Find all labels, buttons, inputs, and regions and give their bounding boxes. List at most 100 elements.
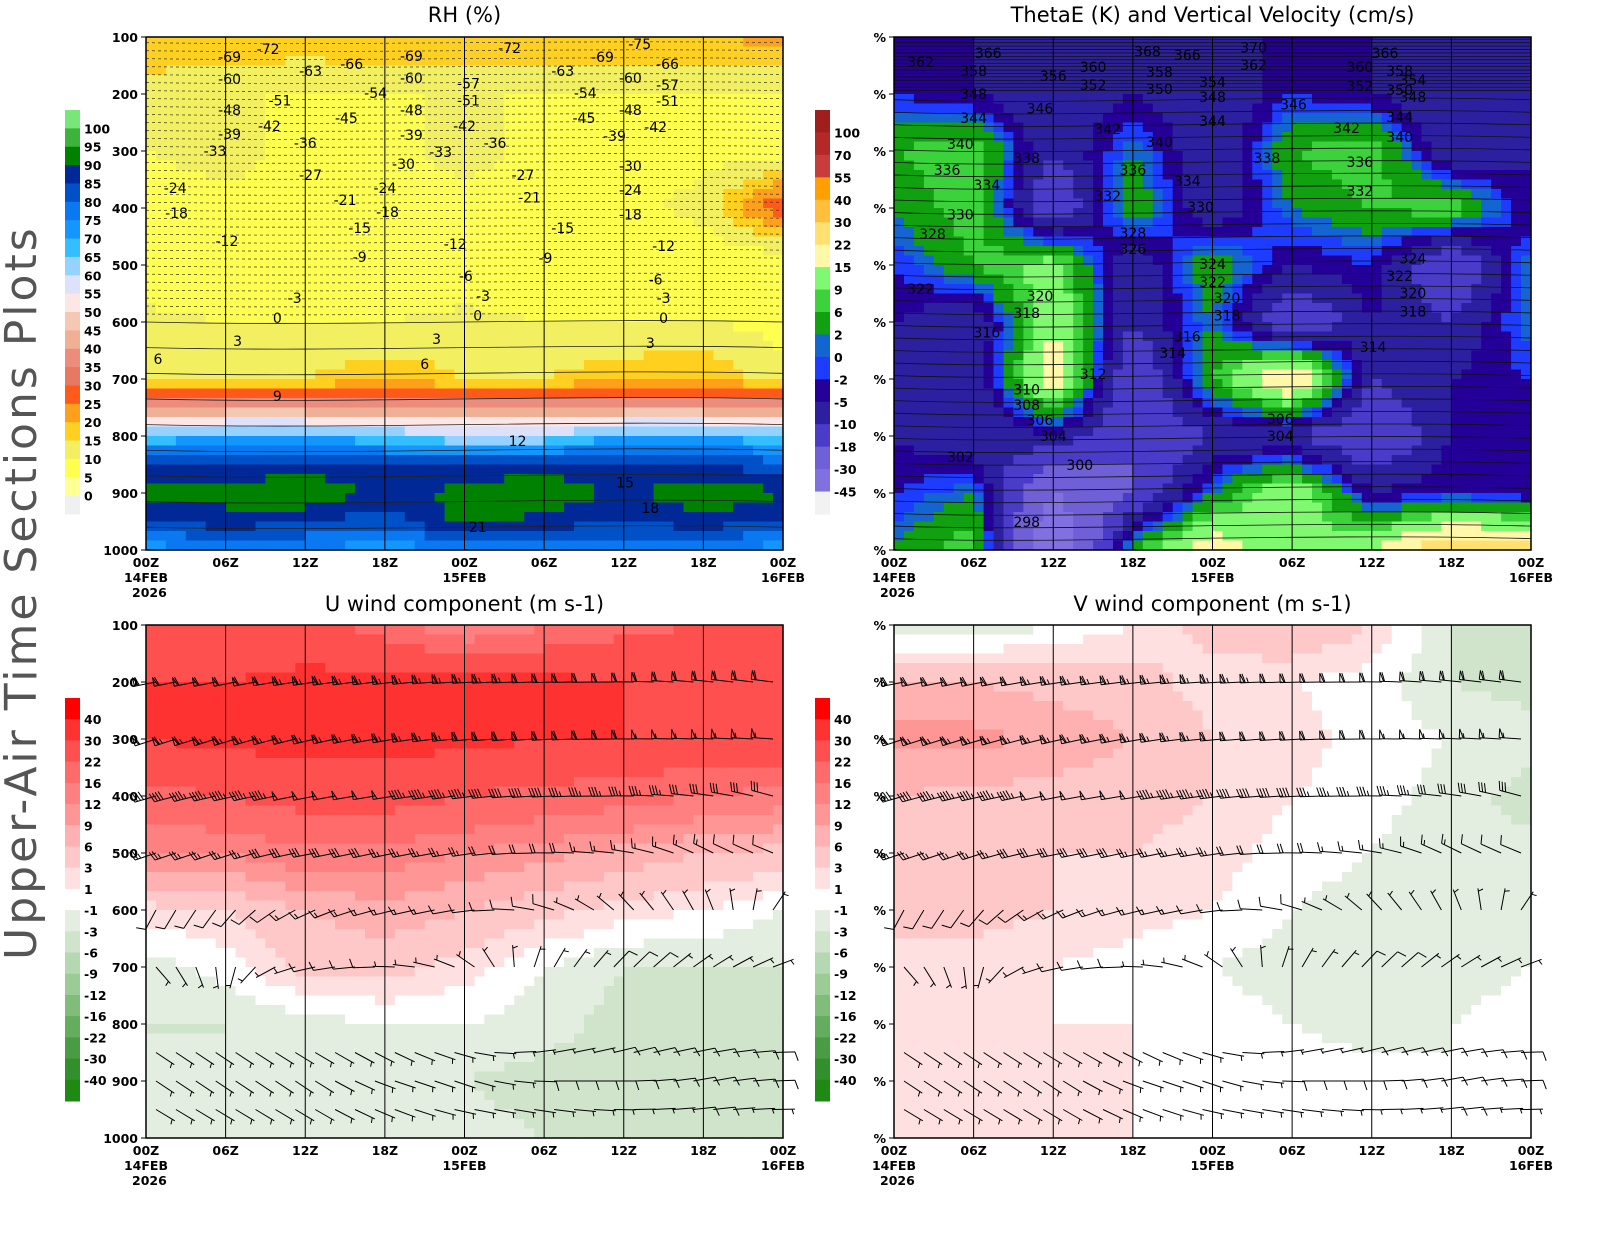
field-cell — [186, 465, 197, 475]
field-cell — [914, 199, 925, 209]
contour-label: -39 — [603, 129, 626, 145]
field-cell — [733, 151, 744, 161]
field-cell — [644, 322, 655, 332]
field-cell — [703, 56, 714, 66]
field-cell — [415, 436, 426, 446]
field-cell — [564, 170, 575, 180]
field-cell — [644, 531, 655, 541]
field-cell — [375, 37, 386, 47]
field-cell — [674, 389, 685, 399]
field-cell — [1053, 85, 1064, 95]
field-cell — [534, 512, 545, 522]
field-cell — [385, 275, 396, 285]
field-cell — [355, 332, 366, 342]
field-cell — [375, 503, 386, 513]
field-cell — [634, 322, 645, 332]
field-cell — [534, 455, 545, 465]
field-cell — [703, 351, 714, 361]
field-cell — [554, 398, 565, 408]
field-cell — [604, 417, 615, 427]
field-cell — [345, 389, 356, 399]
field-cell — [604, 446, 615, 456]
field-cell — [1063, 37, 1074, 47]
field-cell — [1063, 161, 1074, 171]
field-cell — [584, 379, 595, 389]
field-cell — [305, 85, 316, 95]
field-cell — [246, 237, 257, 247]
field-cell — [713, 474, 724, 484]
field-cell — [524, 132, 535, 142]
field-cell — [743, 123, 754, 133]
field-cell — [196, 332, 207, 342]
field-cell — [455, 379, 466, 389]
field-cell — [1342, 104, 1353, 114]
field-cell — [206, 436, 217, 446]
field-cell — [256, 237, 267, 247]
field-cell — [385, 332, 396, 342]
field-cell — [1422, 180, 1433, 190]
field-cell — [484, 360, 495, 370]
field-cell — [664, 379, 675, 389]
field-cell — [1491, 180, 1502, 190]
field-cell — [1033, 208, 1044, 218]
field-cell — [1013, 94, 1024, 104]
contour-label: -12 — [444, 237, 467, 253]
field-cell — [494, 180, 505, 190]
field-cell — [1163, 227, 1174, 237]
field-cell — [435, 484, 446, 494]
field-cell — [684, 493, 695, 503]
field-cell — [226, 408, 237, 418]
field-cell — [1312, 161, 1323, 171]
field-cell — [395, 227, 406, 237]
field-cell — [226, 474, 237, 484]
field-cell — [325, 132, 336, 142]
field-cell — [604, 512, 615, 522]
field-cell — [763, 455, 774, 465]
field-cell — [146, 275, 157, 285]
field-cell — [564, 493, 575, 503]
field-cell — [1412, 123, 1423, 133]
field-cell — [654, 417, 665, 427]
field-cell — [554, 436, 565, 446]
field-cell — [1471, 199, 1482, 209]
field-cell — [325, 446, 336, 456]
field-cell — [1053, 142, 1064, 152]
field-cell — [365, 351, 376, 361]
field-cell — [684, 522, 695, 532]
field-cell — [206, 303, 217, 313]
field-cell — [335, 446, 346, 456]
field-cell — [1432, 104, 1443, 114]
field-cell — [1252, 199, 1263, 209]
field-cell — [1232, 208, 1243, 218]
field-cell — [1332, 208, 1343, 218]
field-cell — [494, 256, 505, 266]
field-cell — [1422, 113, 1433, 123]
field-cell — [1223, 56, 1234, 66]
field-cell — [1153, 104, 1164, 114]
field-cell — [1013, 104, 1024, 114]
field-cell — [614, 417, 625, 427]
field-cell — [206, 531, 217, 541]
field-cell — [1093, 151, 1104, 161]
field-cell — [924, 113, 935, 123]
field-cell — [1073, 208, 1084, 218]
field-cell — [753, 351, 764, 361]
field-cell — [226, 398, 237, 408]
field-cell — [1123, 132, 1134, 142]
field-cell — [1004, 56, 1015, 66]
field-cell — [146, 256, 157, 266]
field-cell — [644, 436, 655, 446]
field-cell — [295, 351, 306, 361]
field-cell — [594, 493, 605, 503]
field-cell — [1352, 170, 1363, 180]
field-cell — [196, 408, 207, 418]
field-cell — [206, 484, 217, 494]
field-cell — [1521, 208, 1532, 218]
field-cell — [1282, 113, 1293, 123]
field-cell — [405, 199, 416, 209]
field-cell — [1292, 132, 1303, 142]
field-cell — [1491, 170, 1502, 180]
field-cell — [355, 237, 366, 247]
field-cell — [713, 417, 724, 427]
field-cell — [534, 294, 545, 304]
